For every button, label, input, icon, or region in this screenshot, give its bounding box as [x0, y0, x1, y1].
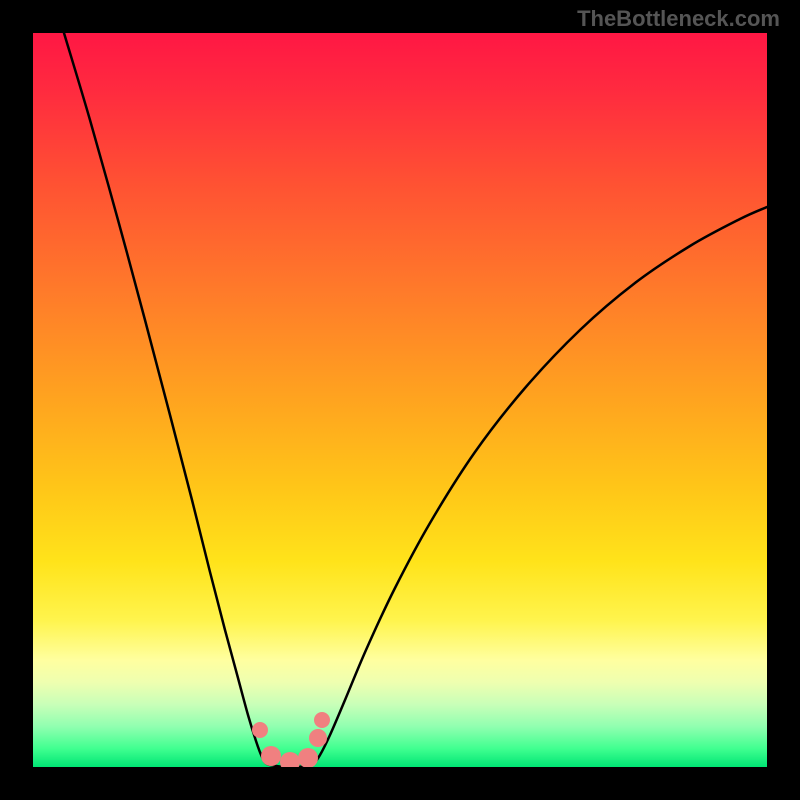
gradient-background — [33, 33, 767, 767]
chart-container: { "canvas": { "width": 800, "height": 80… — [0, 0, 800, 800]
bottleneck-chart — [0, 0, 800, 800]
watermark-text: TheBottleneck.com — [577, 6, 780, 32]
optimal-dot — [314, 712, 330, 728]
optimal-dot — [252, 722, 268, 738]
optimal-dot — [261, 746, 281, 766]
optimal-dot — [298, 748, 318, 768]
optimal-dot — [309, 729, 327, 747]
